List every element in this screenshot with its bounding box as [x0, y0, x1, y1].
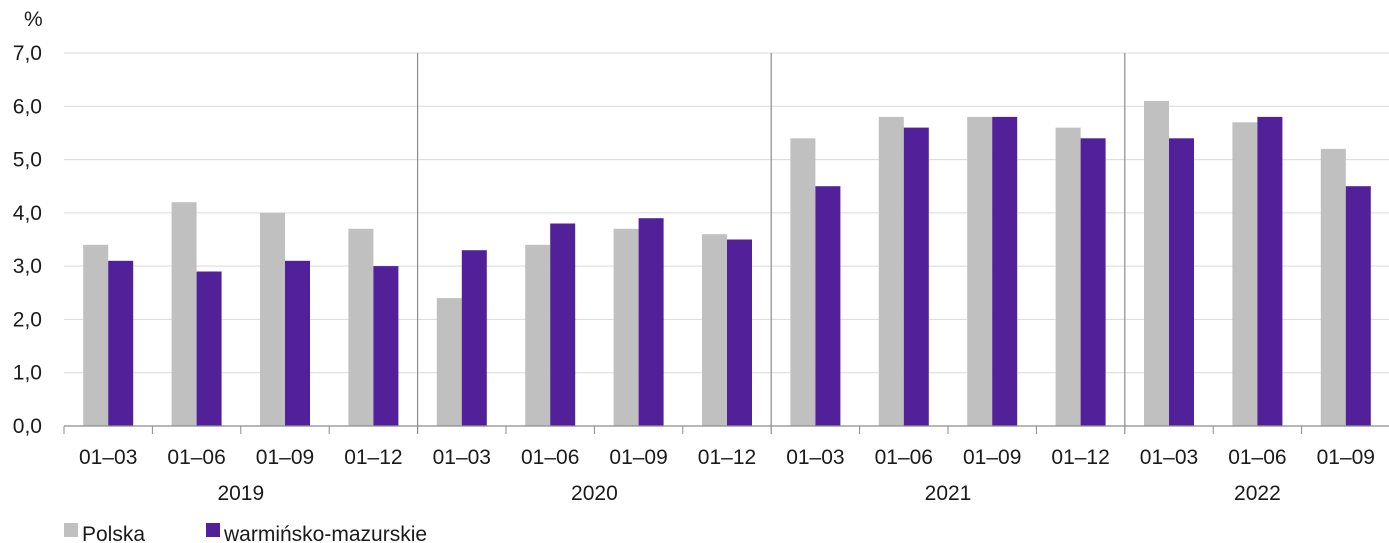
- bar-polska: [790, 138, 816, 427]
- bar-polska: [1232, 122, 1258, 427]
- x-tick-label: 01–03: [433, 446, 491, 469]
- bar-warminsko-mazurskie: [1169, 138, 1194, 427]
- bar-warminsko-mazurskie: [373, 266, 399, 426]
- bar-warminsko-mazurskie: [727, 239, 752, 426]
- y-axis-unit-label: %: [24, 8, 43, 31]
- x-group-label: 2021: [925, 482, 972, 505]
- legend-label-warminsko-mazurskie: warmińsko-mazurskie: [223, 523, 427, 543]
- x-tick-label: 01–03: [1140, 446, 1198, 469]
- x-tick-label: 01–06: [167, 446, 225, 469]
- bar-warminsko-mazurskie: [196, 271, 222, 426]
- y-tick-label: 3,0: [13, 255, 42, 278]
- legend: Polska warmińsko-mazurskie: [64, 523, 427, 543]
- x-tick-label: 01–12: [1051, 446, 1109, 469]
- x-tick-label: 01–09: [1317, 446, 1375, 469]
- y-tick-label: 1,0: [13, 362, 42, 385]
- x-tick-label: 01–12: [698, 446, 756, 469]
- legend-swatch-polska: [64, 523, 78, 537]
- bar-warminsko-mazurskie: [1080, 138, 1106, 427]
- y-tick-label: 6,0: [13, 95, 42, 118]
- y-tick-label: 7,0: [13, 42, 42, 65]
- bar-polska: [348, 228, 374, 426]
- bar-warminsko-mazurskie: [108, 260, 134, 426]
- x-tick-label: 01–03: [79, 446, 137, 469]
- x-group-label: 2020: [571, 482, 618, 505]
- bar-polska: [436, 298, 462, 426]
- y-tick-label: 4,0: [13, 202, 42, 225]
- bars: [83, 101, 1371, 427]
- x-tick-label: 01–12: [344, 446, 402, 469]
- bar-polska: [967, 116, 993, 427]
- y-tick-label: 5,0: [13, 149, 42, 172]
- x-tick-label: 01–09: [963, 446, 1021, 469]
- bar-warminsko-mazurskie: [1345, 186, 1371, 426]
- bar-polska: [83, 244, 109, 426]
- x-tick-label: 01–09: [256, 446, 314, 469]
- axes: 0,0 1,0 2,0 3,0 4,0 5,0 6,0 7,0 01–03 01–06 01–09 0…: [13, 42, 1389, 505]
- bar-warminsko-mazurskie: [638, 218, 664, 426]
- bar-warminsko-mazurskie: [1257, 116, 1283, 427]
- bar-polska: [1055, 127, 1081, 426]
- x-group-label: 2019: [217, 482, 264, 505]
- x-tick-label: 01–09: [609, 446, 667, 469]
- bar-warminsko-mazurskie: [550, 223, 576, 426]
- bar-polska: [702, 234, 727, 426]
- bar-warminsko-mazurskie: [285, 260, 310, 426]
- bar-warminsko-mazurskie: [992, 116, 1018, 427]
- legend-swatch-warminsko-mazurskie: [206, 523, 220, 537]
- y-tick-label: 0,0: [13, 415, 42, 438]
- bar-polska: [260, 212, 285, 426]
- bar-polska: [171, 202, 197, 426]
- bar-warminsko-mazurskie: [815, 186, 841, 426]
- x-tick-label: 01–03: [786, 446, 844, 469]
- bar-polska: [1320, 148, 1346, 426]
- bar-polska: [878, 116, 904, 427]
- x-tick-label: 01–06: [875, 446, 933, 469]
- bar-warminsko-mazurskie: [903, 127, 929, 426]
- bar-warminsko-mazurskie: [461, 250, 487, 426]
- x-tick-label: 01–06: [1228, 446, 1286, 469]
- x-group-label: 2022: [1234, 482, 1281, 505]
- legend-label-polska: Polska: [82, 523, 145, 543]
- x-tick-label: 01–06: [521, 446, 579, 469]
- bar-polska: [1144, 101, 1169, 426]
- bar-polska: [613, 228, 639, 426]
- y-tick-label: 2,0: [13, 308, 42, 331]
- bar-polska: [525, 244, 551, 426]
